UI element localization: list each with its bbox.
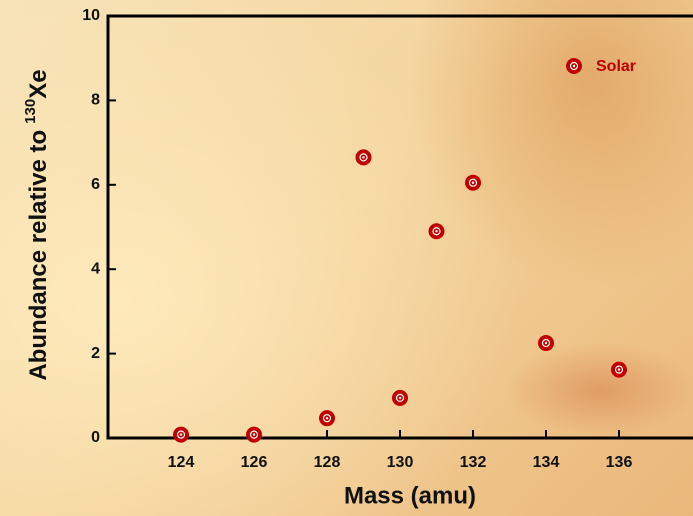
marker-ring <box>432 227 441 236</box>
legend-label: Solar <box>596 58 636 75</box>
marker-dot <box>325 416 329 420</box>
marker-dot <box>252 433 256 436</box>
marker-dot <box>572 64 576 68</box>
point <box>355 149 372 166</box>
marker-dot <box>398 396 402 400</box>
legend-item: Solar <box>566 58 636 75</box>
y-tick-label: 4 <box>91 260 100 277</box>
marker-ring <box>468 178 478 187</box>
x-tick-label: 130 <box>387 454 414 471</box>
marker-dot <box>435 230 438 233</box>
point <box>173 426 189 443</box>
y-tick-label: 8 <box>91 92 100 109</box>
x-tick-label: 134 <box>533 454 560 471</box>
y-tick-label: 2 <box>91 345 100 362</box>
marker-dot <box>471 181 475 184</box>
x-tick-label: 124 <box>168 454 195 471</box>
x-tick-label: 136 <box>606 454 633 471</box>
marker-ring <box>176 430 186 439</box>
x-tick-label: 128 <box>314 454 341 471</box>
y-tick-label: 6 <box>91 176 100 193</box>
x-tick-label: 132 <box>460 454 487 471</box>
marker-dot <box>179 433 183 436</box>
marker-ring <box>614 365 624 374</box>
point <box>246 426 262 443</box>
y-tick-label: 10 <box>82 7 100 24</box>
y-axis-label: Abundance relative to 130Xe <box>22 69 52 380</box>
point <box>319 410 335 427</box>
point <box>538 335 554 352</box>
marker-dot <box>544 341 548 345</box>
marker-ring <box>569 61 579 71</box>
y-axis-label-element: Xe <box>25 69 52 98</box>
x-tick-label: 126 <box>241 454 268 471</box>
point <box>428 223 445 240</box>
x-axis-label: Mass (amu) <box>344 482 476 509</box>
marker-dot <box>362 156 365 159</box>
marker-ring <box>249 430 259 439</box>
marker-ring <box>395 393 405 403</box>
marker-ring <box>359 153 368 162</box>
y-axis-label-superscript: 130 <box>22 99 39 124</box>
marker-dot <box>617 368 621 371</box>
point <box>465 174 481 191</box>
y-axis-label-text: Abundance relative to <box>25 130 52 381</box>
point <box>611 361 627 378</box>
point <box>392 389 408 406</box>
y-tick-label: 0 <box>91 429 100 446</box>
marker-ring <box>541 338 551 348</box>
marker-ring <box>322 414 332 423</box>
